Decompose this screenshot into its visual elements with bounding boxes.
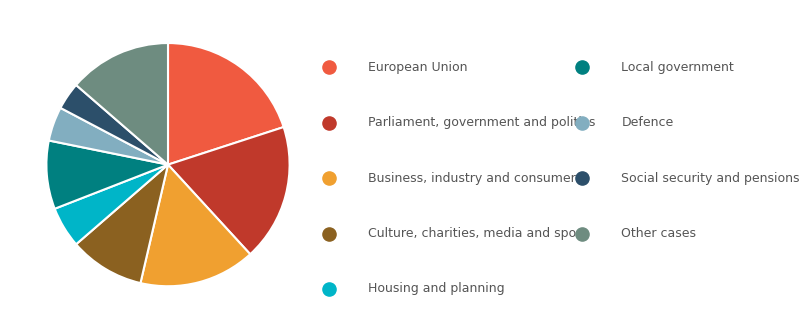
Wedge shape — [141, 165, 250, 286]
Text: Defence: Defence — [622, 116, 674, 129]
Text: European Union: European Union — [369, 61, 468, 74]
Wedge shape — [61, 85, 168, 165]
Wedge shape — [76, 165, 168, 283]
Text: Business, industry and consumers: Business, industry and consumers — [369, 172, 582, 184]
Text: Culture, charities, media and sport: Culture, charities, media and sport — [369, 227, 586, 240]
Text: Local government: Local government — [622, 61, 734, 74]
Text: Parliament, government and politics: Parliament, government and politics — [369, 116, 596, 129]
Text: Housing and planning: Housing and planning — [369, 283, 505, 295]
Wedge shape — [76, 43, 168, 165]
Wedge shape — [49, 108, 168, 165]
Wedge shape — [54, 165, 168, 244]
Wedge shape — [168, 127, 290, 254]
Text: Other cases: Other cases — [622, 227, 697, 240]
Wedge shape — [168, 43, 284, 165]
Wedge shape — [46, 140, 168, 209]
Text: Social security and pensions: Social security and pensions — [622, 172, 800, 184]
